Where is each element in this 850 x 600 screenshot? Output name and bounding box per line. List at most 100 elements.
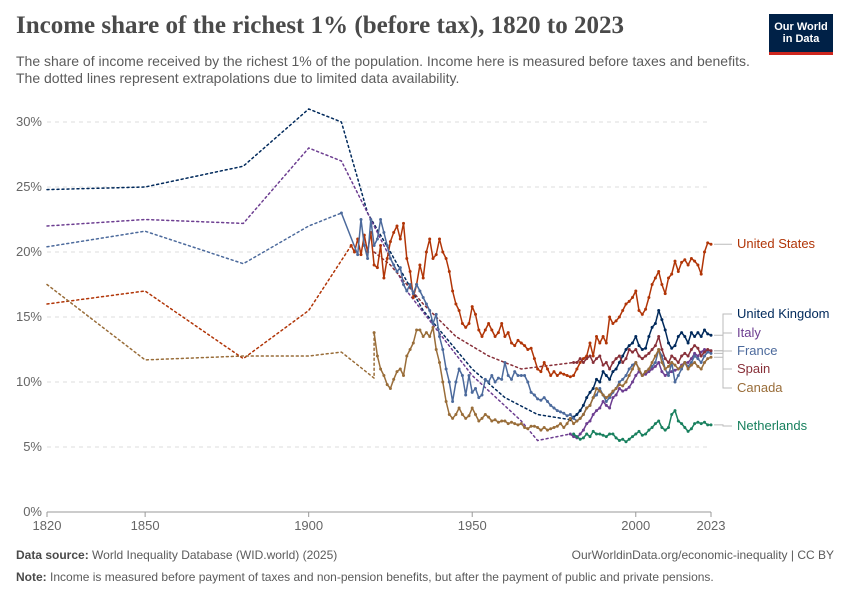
point-canada-2019: [696, 364, 700, 368]
point-netherlands-2023: [709, 423, 713, 427]
point-italy-2009: [663, 374, 667, 377]
point-canada-1937: [428, 335, 432, 338]
point-united-states-1952: [477, 328, 481, 332]
series-label-italy: Italy: [737, 325, 761, 340]
point-canada-1954: [483, 413, 487, 416]
point-united-states-1934: [418, 263, 422, 267]
source-url-link[interactable]: OurWorldinData.org/economic-inequality |…: [571, 548, 834, 562]
point-france-1940: [438, 335, 441, 338]
point-united-states-2013: [676, 270, 680, 273]
point-canada-1948: [464, 416, 468, 420]
point-france-1936: [424, 302, 428, 306]
point-spain-2005: [650, 348, 654, 351]
point-united-kingdom-2006: [653, 322, 657, 325]
point-spain-1995: [617, 354, 621, 358]
point-united-states-2020: [699, 272, 703, 276]
point-united-states-1956: [490, 328, 494, 332]
point-france-1976: [555, 409, 559, 413]
point-united-states-2014: [680, 260, 684, 264]
point-france-1959: [500, 377, 504, 381]
point-canada-1984: [581, 413, 585, 416]
point-canada-2007: [657, 348, 661, 351]
point-canada-2013: [676, 367, 680, 371]
point-spain-1981: [572, 361, 576, 364]
point-united-states-1976: [555, 374, 559, 377]
point-united-states-2019: [696, 263, 700, 267]
point-united-states-1992: [608, 315, 612, 319]
point-spain-1996: [621, 361, 625, 364]
point-canada-1961: [506, 422, 510, 426]
point-united-kingdom-2000: [634, 335, 638, 338]
x-tick-label-1900: 1900: [294, 518, 323, 533]
point-canada-2015: [683, 361, 687, 364]
point-canada-1949: [467, 414, 471, 418]
point-france-1957: [493, 380, 497, 384]
point-france-1953: [480, 393, 484, 397]
point-france-1934: [418, 289, 422, 293]
point-france-1920: [372, 244, 376, 247]
point-netherlands-1993: [611, 432, 615, 436]
y-tick-label-20: 20%: [16, 244, 42, 259]
note-text: Income is measured before payment of tax…: [50, 570, 714, 584]
point-united-states-1923: [382, 276, 386, 280]
point-canada-2000: [634, 361, 638, 364]
point-france-1965: [519, 374, 523, 377]
owid-logo[interactable]: Our World in Data: [769, 14, 833, 55]
point-canada-2014: [680, 364, 684, 368]
point-canada-1943: [447, 413, 451, 416]
point-france-1947: [460, 374, 464, 377]
point-canada-1947: [460, 413, 464, 416]
point-france-1939: [434, 312, 438, 316]
point-spain-1986: [588, 354, 592, 358]
point-canada-1966: [523, 426, 527, 429]
point-france-1945: [454, 380, 458, 384]
point-canada-1927: [395, 370, 399, 374]
point-canada-1950: [470, 406, 474, 410]
point-united-states-1983: [578, 361, 582, 364]
x-tick-label-1850: 1850: [131, 518, 160, 533]
point-canada-1957: [493, 418, 497, 422]
point-spain-2003: [644, 354, 648, 358]
point-france-1972: [542, 396, 546, 400]
point-canada-1930: [405, 354, 409, 358]
point-united-states-1997: [624, 302, 628, 306]
point-spain-1982: [575, 361, 579, 364]
point-netherlands-2021: [703, 420, 706, 424]
point-united-states-1986: [588, 341, 592, 345]
point-canada-2001: [637, 367, 641, 371]
point-canada-1956: [490, 419, 494, 423]
point-spain-1988: [595, 357, 598, 361]
point-france-1995: [617, 380, 621, 384]
y-tick-label-30: 30%: [16, 114, 42, 129]
point-netherlands-1990: [601, 433, 605, 437]
point-france-2022: [706, 350, 710, 354]
point-netherlands-1984: [581, 436, 585, 440]
point-spain-2010: [667, 361, 670, 364]
series-label-united-kingdom: United Kingdom: [737, 306, 830, 321]
point-united-states-2002: [640, 312, 644, 316]
point-spain-1992: [608, 367, 612, 371]
point-france-2020: [699, 361, 703, 364]
point-canada-1938: [431, 325, 435, 329]
point-france-2006: [653, 361, 657, 364]
label-connector-united-kingdom: [714, 313, 732, 336]
point-netherlands-1987: [591, 429, 595, 433]
point-spain-2008: [660, 348, 664, 351]
point-united-kingdom-1982: [575, 413, 579, 416]
point-france-1961: [506, 374, 510, 377]
point-spain-2021: [703, 350, 706, 354]
series-italy-line: [569, 348, 711, 439]
point-united-states-1963: [513, 344, 517, 348]
point-canada-1975: [552, 426, 556, 429]
point-united-states-1937: [428, 237, 432, 241]
point-france-2019: [696, 357, 700, 361]
x-tick-label-1950: 1950: [458, 518, 487, 533]
point-canada-1931: [408, 348, 412, 351]
point-united-kingdom-2015: [683, 335, 687, 338]
point-canada-1981: [572, 422, 576, 426]
point-france-1971: [539, 398, 543, 402]
point-united-kingdom-2018: [693, 335, 697, 338]
point-canada-1944: [451, 416, 455, 420]
data-source-text: World Inequality Database (WID.world) (2…: [92, 548, 338, 562]
point-united-states-1985: [585, 354, 589, 358]
